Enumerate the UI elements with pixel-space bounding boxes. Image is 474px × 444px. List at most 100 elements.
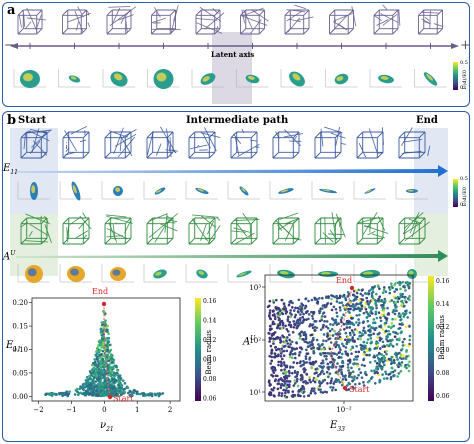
scatter2-point xyxy=(401,292,404,296)
scatter2-point xyxy=(354,350,358,354)
scatter1-point xyxy=(112,381,116,384)
scatter2-point xyxy=(272,386,276,390)
scatter1-point xyxy=(106,336,109,340)
path-blue-lattice-1 xyxy=(62,125,90,159)
latent-lattice-3 xyxy=(151,5,181,35)
scatter1-point xyxy=(102,381,106,384)
scatter2-point xyxy=(316,386,320,389)
scatter2-point xyxy=(303,370,306,374)
path-blue-blob-8 xyxy=(353,181,386,200)
path-green-lattice-6 xyxy=(272,212,302,245)
scatter1-point xyxy=(100,366,103,369)
scatter1-point xyxy=(81,385,85,388)
scatter2-point xyxy=(296,310,300,313)
scatter2-point xyxy=(396,358,399,361)
scatter1-point xyxy=(99,369,103,373)
scatter2-point xyxy=(285,349,289,353)
scatter1-point xyxy=(102,354,105,357)
scatter2-point xyxy=(384,372,388,376)
panel-b-green-blob-row xyxy=(17,264,428,283)
scatter1-point xyxy=(128,389,132,393)
scatter2-point xyxy=(282,388,285,392)
s1-ytick: 0.20 xyxy=(12,299,28,307)
scatter1-point xyxy=(76,390,79,394)
scatter2-point xyxy=(365,353,369,357)
scatter2-point xyxy=(308,324,311,328)
latent-lattice-6 xyxy=(284,4,314,35)
scatter2-point xyxy=(313,380,317,384)
scatter2-point xyxy=(405,325,408,329)
s2-start-annotation: Start xyxy=(349,385,370,394)
scatter1-point xyxy=(73,393,77,396)
scatter1-point xyxy=(156,392,159,395)
scatter2-point xyxy=(366,338,370,341)
scatter2-point xyxy=(395,338,399,341)
scatter1-point xyxy=(108,367,112,371)
scatter2-point xyxy=(383,324,387,327)
scatter1-point xyxy=(95,355,99,359)
path-blue-lattice-7 xyxy=(314,126,346,159)
s1-ytick: 0.05 xyxy=(12,369,28,377)
path-blue-blob-2 xyxy=(101,181,134,200)
scatter1-point xyxy=(94,363,97,367)
scatter1-point xyxy=(126,386,130,390)
scatter2-point xyxy=(344,331,348,335)
s2-cbar-label: Beam radius xyxy=(438,315,446,360)
scatter2-point xyxy=(317,343,320,346)
scatter2-point xyxy=(282,349,286,353)
scatter1-point xyxy=(105,344,109,348)
scatter2-point xyxy=(346,295,350,298)
scatter1-point xyxy=(99,353,103,356)
panel-b xyxy=(2,111,470,442)
scatter1-point xyxy=(111,366,115,370)
s1-xtick: 2 xyxy=(168,406,172,414)
scatter1-point xyxy=(117,375,121,378)
scatter2-point xyxy=(331,386,335,389)
scatter1-point xyxy=(107,340,111,343)
scatter2-point xyxy=(401,340,405,344)
latent-blob-8 xyxy=(369,69,402,88)
scatter2-point xyxy=(295,379,299,383)
scatter2-point xyxy=(393,312,397,316)
scatter2-point xyxy=(366,299,369,303)
scatter1-point xyxy=(97,376,101,379)
latent-blob-9 xyxy=(414,69,447,88)
scatter1-point xyxy=(110,369,114,373)
scatter2-point xyxy=(363,364,366,368)
scatter1-point xyxy=(114,389,118,393)
panel-b-blue-lattice-row xyxy=(20,125,431,159)
path-green-lattice-9 xyxy=(398,212,430,245)
latent-highlight xyxy=(212,32,252,104)
latent-lattice-4 xyxy=(195,6,225,35)
path-green-blob-4 xyxy=(185,264,218,283)
scatter1-point xyxy=(92,369,96,372)
scatter2-point xyxy=(322,339,325,343)
s1-xlabel: ν21 xyxy=(100,420,114,433)
path-green-blob-6 xyxy=(269,264,302,283)
s1-cbar-tick: 0.12 xyxy=(203,337,217,344)
scatter-nu21-e11: −2 −1 0 1 2 0.00 0.05 0.10 0.15 0.20 0.16 0.14 0.12 0… xyxy=(12,297,217,414)
scatter2-point xyxy=(358,321,361,325)
scatter1-point xyxy=(86,390,89,394)
path-green-blob-8 xyxy=(353,264,386,283)
scatter1-point xyxy=(95,384,99,388)
scatter1-point xyxy=(102,362,106,365)
scatter1-point xyxy=(111,391,115,395)
panel-b-blue-blob-row xyxy=(17,181,428,201)
scatter1-point xyxy=(99,349,102,352)
scatter2-point xyxy=(364,307,368,311)
scatter2-point xyxy=(373,369,376,372)
latent-blob-6 xyxy=(280,69,313,88)
scatter1-point xyxy=(119,393,123,397)
scatter1-point xyxy=(58,392,61,396)
scatter1-point xyxy=(99,393,103,396)
scatter2-point xyxy=(286,330,290,333)
latent-blob-7 xyxy=(325,69,358,88)
scatter1-point xyxy=(50,392,53,396)
scatter2-point xyxy=(358,331,362,334)
scatter1-point xyxy=(142,392,146,395)
s1-xtick: −1 xyxy=(66,406,76,414)
scatter1-point xyxy=(94,380,98,383)
scatter1-axes: −2 −1 0 1 2 0.00 0.05 0.10 0.15 0.20 0.16 0.14 0.12 0… xyxy=(12,298,216,414)
